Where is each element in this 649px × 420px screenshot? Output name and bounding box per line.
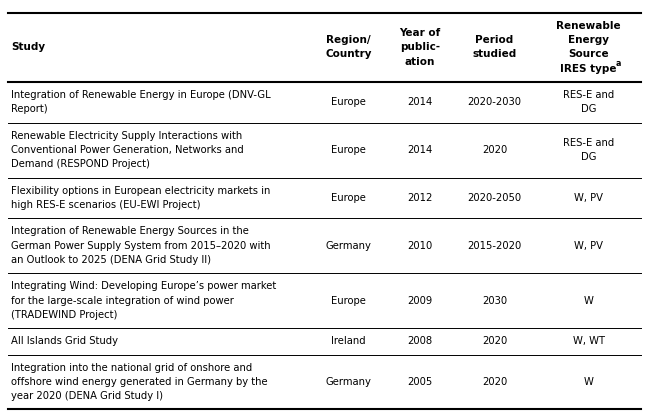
Text: 2014: 2014 (408, 97, 432, 107)
Text: Study: Study (11, 42, 45, 52)
Text: Flexibility options in European electricity markets in: Flexibility options in European electric… (11, 186, 271, 196)
Text: DG: DG (581, 104, 596, 114)
Text: Europe: Europe (331, 296, 366, 306)
Text: (TRADEWIND Project): (TRADEWIND Project) (11, 310, 117, 320)
Text: Conventional Power Generation, Networks and: Conventional Power Generation, Networks … (11, 145, 244, 155)
Text: 2020: 2020 (482, 336, 507, 346)
Text: 2009: 2009 (408, 296, 432, 306)
Text: 2008: 2008 (408, 336, 432, 346)
Text: 2015-2020: 2015-2020 (467, 241, 522, 251)
Text: W, PV: W, PV (574, 241, 603, 251)
Text: offshore wind energy generated in Germany by the: offshore wind energy generated in German… (11, 377, 267, 387)
Text: 2020: 2020 (482, 377, 507, 387)
Text: studied: studied (472, 50, 517, 59)
Text: Demand (RESPOND Project): Demand (RESPOND Project) (11, 159, 150, 169)
Text: Integration of Renewable Energy in Europe (DNV-GL: Integration of Renewable Energy in Europ… (11, 90, 271, 100)
Text: 2014: 2014 (408, 145, 432, 155)
Text: for the large-scale integration of wind power: for the large-scale integration of wind … (11, 296, 234, 306)
Text: German Power Supply System from 2015–2020 with: German Power Supply System from 2015–202… (11, 241, 271, 251)
Text: IRES type: IRES type (560, 64, 617, 74)
Text: Europe: Europe (331, 193, 366, 203)
Text: 2020-2030: 2020-2030 (467, 97, 522, 107)
Text: Germany: Germany (326, 377, 371, 387)
Text: Renewable Electricity Supply Interactions with: Renewable Electricity Supply Interaction… (11, 131, 242, 141)
Text: public-: public- (400, 42, 440, 52)
Text: 2020-2050: 2020-2050 (467, 193, 522, 203)
Text: Europe: Europe (331, 97, 366, 107)
Text: Integrating Wind: Developing Europe’s power market: Integrating Wind: Developing Europe’s po… (11, 281, 276, 291)
Text: DG: DG (581, 152, 596, 162)
Text: Integration of Renewable Energy Sources in the: Integration of Renewable Energy Sources … (11, 226, 249, 236)
Text: Integration into the national grid of onshore and: Integration into the national grid of on… (11, 363, 252, 373)
Text: Country: Country (325, 50, 372, 59)
Text: 2030: 2030 (482, 296, 507, 306)
Text: W, PV: W, PV (574, 193, 603, 203)
Text: 2020: 2020 (482, 145, 507, 155)
Text: Renewable: Renewable (556, 21, 621, 31)
Text: 2012: 2012 (407, 193, 433, 203)
Text: RES-E and: RES-E and (563, 90, 614, 100)
Text: ation: ation (405, 57, 435, 66)
Text: W, WT: W, WT (572, 336, 605, 346)
Text: high RES-E scenarios (EU-EWI Project): high RES-E scenarios (EU-EWI Project) (11, 200, 201, 210)
Text: W: W (583, 296, 594, 306)
Text: Ireland: Ireland (331, 336, 366, 346)
Text: Region/: Region/ (326, 35, 371, 45)
Text: Source: Source (569, 50, 609, 59)
Text: year 2020 (DENA Grid Study I): year 2020 (DENA Grid Study I) (11, 391, 163, 401)
Text: Germany: Germany (326, 241, 371, 251)
Text: Energy: Energy (568, 35, 609, 45)
Text: Europe: Europe (331, 145, 366, 155)
Text: Report): Report) (11, 104, 47, 114)
Text: RES-E and: RES-E and (563, 138, 614, 148)
Text: a: a (615, 59, 620, 68)
Text: Period: Period (476, 35, 513, 45)
Text: an Outlook to 2025 (DENA Grid Study II): an Outlook to 2025 (DENA Grid Study II) (11, 255, 211, 265)
Text: Year of: Year of (399, 28, 441, 38)
Text: 2010: 2010 (408, 241, 432, 251)
Text: W: W (583, 377, 594, 387)
Text: All Islands Grid Study: All Islands Grid Study (11, 336, 118, 346)
Text: 2005: 2005 (408, 377, 432, 387)
